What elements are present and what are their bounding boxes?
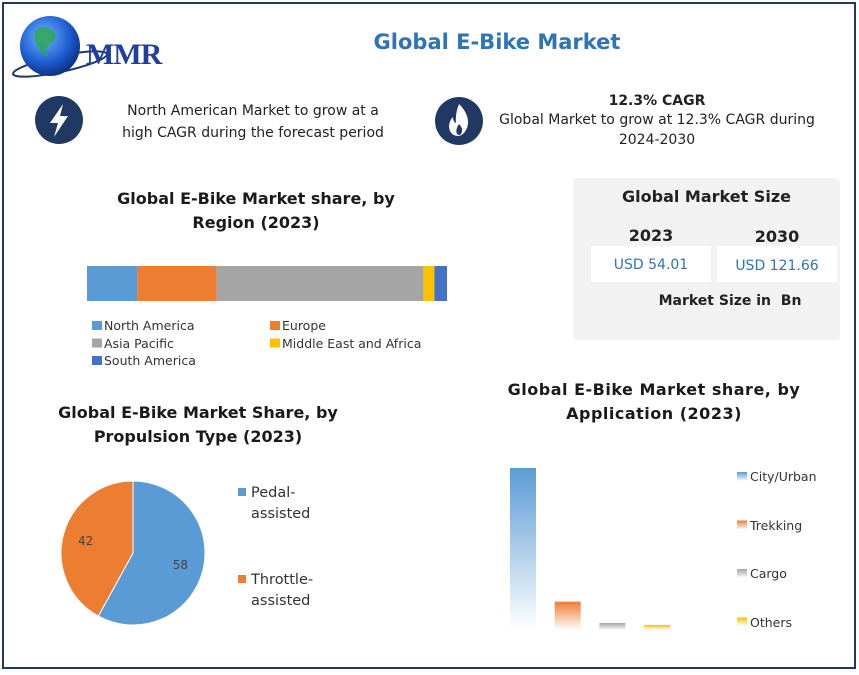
legend-swatch: [737, 617, 747, 627]
legend-label: Europe: [282, 318, 326, 333]
lightning-icon: [35, 96, 83, 144]
bar-segment: [137, 266, 217, 301]
unit-note: Market Size in Bn: [658, 293, 802, 309]
legend-label: North America: [104, 318, 195, 333]
chart-title: Global E-Bike Market Share, by Propulsio…: [58, 403, 338, 446]
legend-label: South America: [104, 353, 196, 368]
page-title: Global E-Bike Market: [373, 30, 621, 54]
legend-swatch: [737, 520, 747, 530]
bar: [644, 624, 671, 630]
bar: [510, 468, 536, 630]
legend-swatch: [92, 338, 102, 348]
bar: [554, 601, 581, 630]
bar-segment: [434, 266, 447, 301]
legend-label: Pedal-assisted: [251, 485, 311, 522]
legend-swatch: [737, 569, 747, 578]
logo-globe: [12, 16, 108, 78]
legend-label: Middle East and Africa: [282, 335, 422, 351]
highlight-text: Global Market to grow at 12.3% CAGR duri…: [499, 112, 815, 148]
legend-label: City/Urban: [750, 469, 817, 484]
value-box: [717, 246, 837, 282]
bar-segment: [423, 266, 435, 301]
market-value: USD 121.66: [735, 258, 819, 274]
bar: [599, 622, 626, 630]
legend-label: Throttle-assisted: [251, 572, 314, 609]
logo-text: MMR: [86, 38, 162, 71]
year: 2030: [754, 227, 800, 246]
legend-swatch: [270, 338, 280, 348]
legend-label: Trekking: [750, 517, 803, 533]
pie-slice: [97, 480, 206, 626]
legend-label: Asia Pacific: [104, 335, 174, 351]
data-label: 58: [173, 558, 188, 572]
chart-title: Global E-Bike Market share, by Applicati…: [507, 380, 801, 423]
chart-title: Global E-Bike Market share, by Region (2…: [117, 189, 395, 232]
bar-segment: [216, 266, 424, 301]
market-value: USD 54.01: [613, 257, 689, 273]
legend-swatch: [92, 321, 102, 330]
pie-slice: [60, 480, 134, 617]
highlight-heading: 12.3% CAGR: [608, 93, 706, 109]
value-box: [591, 246, 711, 282]
highlight-text: North American Market to grow at a high …: [122, 103, 384, 141]
card-title: Global Market Size: [622, 187, 791, 206]
legend-swatch: [270, 321, 280, 330]
legend-swatch: [737, 472, 747, 481]
legend-swatch: [238, 488, 246, 496]
year: 2023: [628, 226, 674, 245]
legend-label: Cargo: [750, 566, 787, 581]
legend-label: Others: [750, 614, 793, 630]
legend-swatch: [92, 356, 102, 365]
bar-segment: [87, 266, 138, 301]
flame-icon: [435, 97, 483, 145]
legend-swatch: [238, 575, 246, 583]
data-label: 42: [78, 534, 93, 548]
